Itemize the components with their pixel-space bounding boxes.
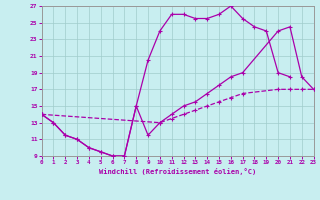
X-axis label: Windchill (Refroidissement éolien,°C): Windchill (Refroidissement éolien,°C) [99,168,256,175]
